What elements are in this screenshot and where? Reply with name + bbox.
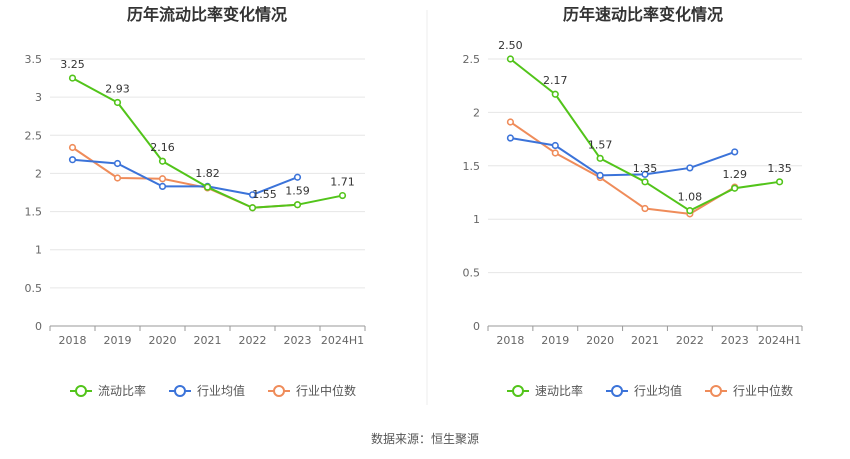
data-point: [293, 173, 302, 181]
data-point: [641, 204, 649, 213]
data-label: 1.71: [330, 176, 355, 189]
x-tick-label: 2022: [676, 334, 704, 347]
x-tick-label: 2023: [284, 334, 312, 347]
legend-swatch-marker: [710, 385, 722, 397]
data-label: 1.29: [722, 168, 747, 181]
current-ratio-chart: 历年流动比率变化情况 0 0.5 1 1.5 2 2.5 3 3.5 2018 2019 2020 20…: [25, 5, 366, 398]
data-point: [686, 207, 694, 215]
legend-label: 行业中位数: [733, 383, 793, 398]
data-label: 1.08: [678, 191, 703, 204]
data-point: [113, 174, 122, 182]
data-point: [596, 154, 604, 162]
data-point: [641, 178, 649, 186]
data-point: [731, 184, 739, 192]
data-point: [686, 164, 694, 172]
y-tick-label: 1: [35, 244, 42, 257]
x-tick-label: 2018: [59, 334, 87, 347]
quick-ratio-chart: 历年速动比率变化情况 0 0.5 1 1.5 2 2.5 2018 2019 2020 2021 20…: [463, 5, 803, 398]
data-point: [551, 141, 559, 150]
legend-swatch-marker: [75, 385, 87, 397]
x-tick-label: 2021: [631, 334, 659, 347]
legend-swatch-marker: [611, 385, 623, 397]
data-label: 2.93: [105, 82, 130, 95]
y-tick-label: 0: [473, 320, 480, 333]
x-tick-label: 2024H1: [321, 334, 364, 347]
y-tick-label: 0.5: [463, 267, 481, 280]
chart-title: 历年速动比率变化情况: [563, 5, 723, 24]
data-point: [293, 201, 302, 209]
y-tick-label: 3: [35, 91, 42, 104]
data-point: [506, 55, 515, 63]
x-tick-label: 2021: [194, 334, 222, 347]
data-label: 2.16: [150, 141, 175, 154]
y-tick-label: 1.5: [463, 160, 481, 173]
data-label: 1.82: [195, 167, 220, 180]
data-point: [158, 175, 167, 183]
legend-label: 行业均值: [197, 383, 245, 398]
data-point: [113, 98, 122, 107]
data-label: 1.55: [252, 188, 277, 201]
data-label: 3.25: [60, 58, 85, 71]
data-point: [596, 171, 604, 180]
y-tick-label: 1: [473, 213, 480, 226]
data-point: [506, 134, 515, 142]
legend-label: 行业中位数: [296, 383, 356, 398]
legend-label: 速动比率: [535, 383, 583, 398]
data-point: [68, 156, 77, 164]
y-tick-label: 2: [473, 106, 480, 119]
y-tick-label: 0.5: [25, 282, 43, 295]
data-label: 2.50: [498, 39, 523, 52]
data-point: [68, 74, 77, 82]
series-line: [509, 121, 736, 215]
data-point: [506, 118, 515, 126]
data-point: [248, 191, 257, 199]
data-point: [158, 182, 167, 190]
x-tick-label: 2023: [721, 334, 749, 347]
data-point: [113, 159, 122, 168]
x-tick-label: 2020: [149, 334, 177, 347]
data-point: [158, 157, 167, 165]
y-tick-label: 0: [35, 320, 42, 333]
data-label: 1.59: [285, 185, 310, 198]
x-tick-label: 2019: [104, 334, 132, 347]
x-tick-label: 2024H1: [758, 334, 801, 347]
data-label: 1.35: [633, 162, 658, 175]
chart-title: 历年流动比率变化情况: [127, 5, 287, 24]
legend-label: 行业均值: [634, 383, 682, 398]
data-point: [68, 143, 77, 152]
data-point: [731, 148, 739, 156]
y-tick-label: 1.5: [25, 206, 43, 219]
data-point: [248, 204, 257, 212]
data-source: 数据来源：恒生聚源: [371, 431, 479, 446]
x-tick-label: 2022: [239, 334, 267, 347]
series-line: [72, 158, 298, 196]
legend-label: 流动比率: [98, 383, 146, 398]
x-tick-label: 2020: [586, 334, 614, 347]
y-tick-label: 3.5: [25, 53, 43, 66]
data-label: 2.17: [543, 74, 568, 87]
legend-swatch-marker: [174, 385, 186, 397]
legend-swatch-marker: [512, 385, 524, 397]
data-label: 1.57: [588, 138, 613, 151]
series-line: [510, 137, 736, 177]
data-point: [551, 90, 559, 98]
y-tick-label: 2: [35, 167, 42, 180]
data-point: [203, 183, 212, 191]
data-point: [338, 191, 347, 200]
data-point: [775, 178, 784, 186]
data-point: [641, 170, 649, 178]
data-label: 1.35: [767, 162, 792, 175]
legend-swatch-marker: [273, 385, 285, 397]
y-tick-label: 2.5: [25, 129, 43, 142]
x-tick-label: 2019: [541, 334, 569, 347]
x-tick-label: 2018: [496, 334, 524, 347]
data-point: [551, 149, 559, 157]
y-tick-label: 2.5: [463, 53, 481, 66]
